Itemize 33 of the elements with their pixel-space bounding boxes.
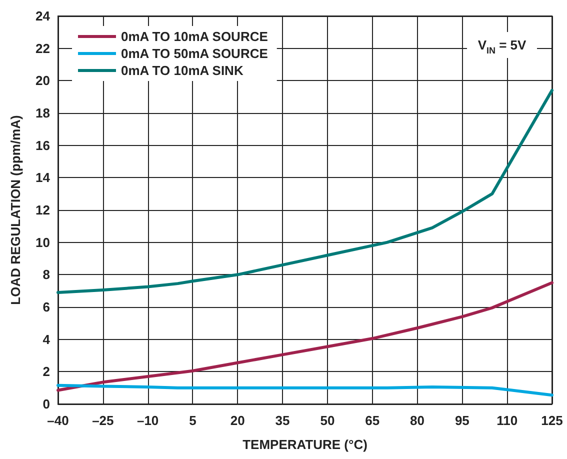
x-tick-label: 65 xyxy=(365,413,380,428)
y-tick-label: 6 xyxy=(42,300,50,314)
x-axis-title: TEMPERATURE (°C) xyxy=(242,437,368,452)
y-tick-label: 14 xyxy=(36,170,51,186)
line-series xyxy=(56,88,554,294)
legend-label: 0mA TO 10mA SOURCE xyxy=(121,29,268,44)
y-tick-label: 12 xyxy=(36,202,50,218)
line-series xyxy=(56,384,554,397)
y-axis-title: LOAD REGULATION (ppm/mA) xyxy=(8,115,23,305)
x-tick-label: 125 xyxy=(541,413,563,428)
x-tick-label: 35 xyxy=(275,413,290,428)
x-tick-label: 110 xyxy=(496,413,518,428)
legend-label: 0mA TO 10mA SINK xyxy=(121,63,244,78)
y-tick-label: 4 xyxy=(42,332,51,347)
x-tick-label: 50 xyxy=(320,413,335,428)
y-tick-label: 8 xyxy=(42,267,50,282)
y-tick-label: 10 xyxy=(36,234,50,250)
y-tick-label: 22 xyxy=(36,40,50,56)
x-tick-label: 95 xyxy=(454,413,470,428)
y-tick-label: 2 xyxy=(42,364,50,380)
y-tick-label: 20 xyxy=(36,73,50,88)
x-tick-label: 20 xyxy=(230,413,245,428)
y-tick-label: 16 xyxy=(36,138,50,153)
x-tick-label: –40 xyxy=(47,413,69,428)
x-tick-label: 5 xyxy=(189,413,196,428)
line-series xyxy=(56,281,554,392)
y-tick-label: 0 xyxy=(42,396,50,412)
legend-label: 0mA TO 50mA SOURCE xyxy=(121,46,268,61)
x-tick-label: –25 xyxy=(92,413,114,428)
x-tick-label: –10 xyxy=(136,413,159,428)
x-tick-label: 80 xyxy=(410,413,425,428)
y-tick-label: 24 xyxy=(36,8,51,24)
y-tick-label: 18 xyxy=(36,106,50,120)
